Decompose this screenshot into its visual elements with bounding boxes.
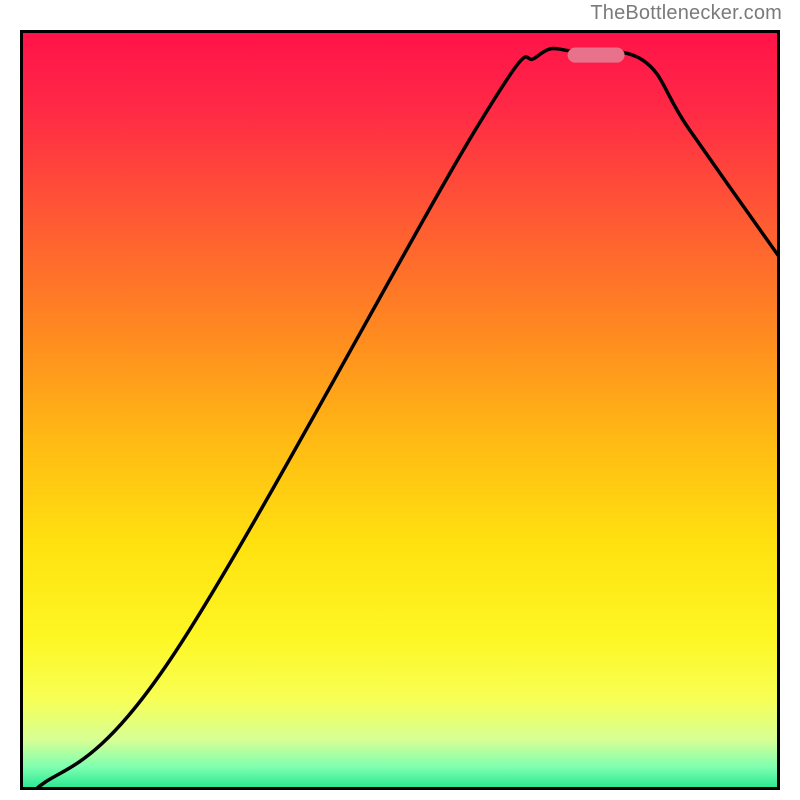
optimal-marker [568,47,625,62]
watermark-text: TheBottlenecker.com [590,2,782,25]
chart-svg [20,30,780,790]
bottleneck-chart [20,30,780,790]
gradient-background [20,30,780,790]
